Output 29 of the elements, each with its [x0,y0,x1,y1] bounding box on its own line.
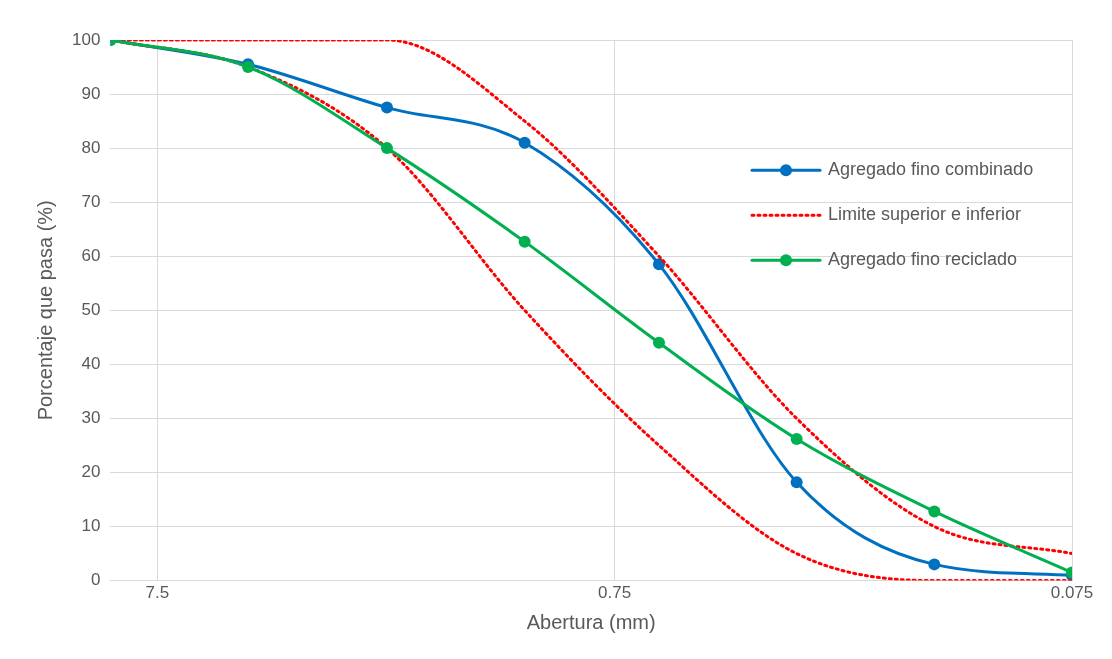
y-axis-title: Porcentaje que pasa (%) [33,200,56,421]
point [518,235,531,248]
y-tick-label: 0 [90,570,101,590]
legend-label: Agregado fino combinado [828,159,1034,180]
x-axis-title: Abertura (mm) [526,610,656,633]
point [652,258,665,271]
x-tick-label: 0.075 [1050,583,1094,603]
x-tick-label: 7.5 [145,583,170,603]
point [790,432,803,445]
y-tick-label: 30 [81,408,101,428]
y-tick-label: 100 [71,29,101,49]
y-tick-label: 80 [81,137,101,157]
point [518,136,531,149]
legend-label: Agregado fino reciclado [828,249,1018,270]
x-tick-label: 0.75 [598,583,632,603]
point [652,336,665,349]
y-tick-label: 10 [81,516,101,536]
point [790,476,803,489]
y-tick-label: 90 [81,83,101,103]
y-tick-label: 70 [81,191,101,211]
y-tick-label: 20 [81,462,101,482]
point [928,505,941,518]
point [380,101,393,114]
y-tick-label: 60 [81,245,101,265]
point [380,142,393,155]
y-tick-label: 50 [81,299,101,319]
legend-label: Limite superior e inferior [828,204,1022,225]
y-tick-label: 40 [81,354,101,374]
point [928,558,941,571]
